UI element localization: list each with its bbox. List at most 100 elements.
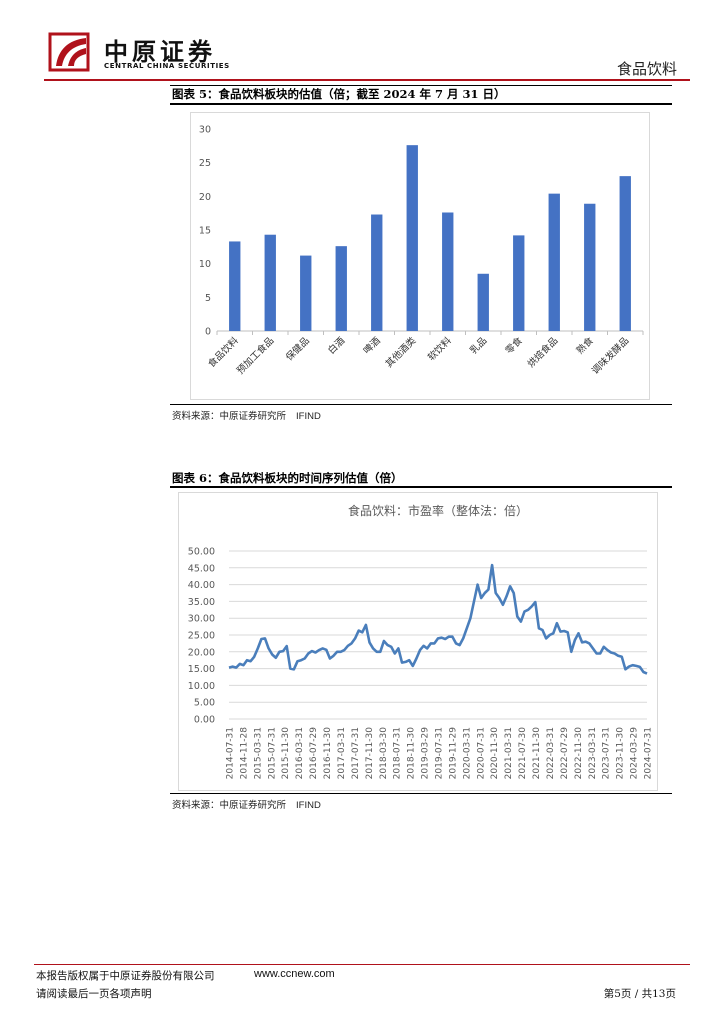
y-tick-label: 35.00	[188, 597, 215, 608]
y-tick-label: 25.00	[188, 631, 215, 642]
x-tick-label: 2024-07-31	[644, 727, 654, 779]
y-tick-label: 0	[205, 327, 211, 338]
x-tick-label: 2014-11-28	[239, 727, 249, 780]
x-tick-label: 2023-03-31	[588, 727, 598, 779]
x-tick-label: 2020-07-31	[476, 727, 486, 779]
bar	[442, 212, 454, 331]
bar	[584, 203, 596, 331]
x-category-label: 啤酒	[361, 334, 383, 356]
x-tick-label: 2015-07-31	[267, 727, 277, 779]
sector-label: 食品饮料	[616, 60, 677, 78]
x-tick-label: 2022-11-30	[574, 727, 584, 780]
figure5-top-rule	[170, 85, 672, 86]
bar	[406, 145, 418, 331]
bar	[229, 241, 241, 331]
figure6-chart-frame: 食品饮料：市盈率（整体法：倍） 0.00 5.00 10.00 15.00 20.00 25…	[178, 492, 658, 791]
bar	[264, 234, 276, 331]
x-tick-label: 2019-03-29	[421, 727, 431, 780]
bar	[513, 235, 525, 331]
y-tick-label: 50.00	[188, 547, 215, 558]
figure5-title-rule	[170, 103, 672, 105]
bar	[548, 193, 560, 331]
y-tick-label: 5	[205, 293, 211, 304]
figure5-source-cn: 资料来源：中原证券研究所	[172, 411, 287, 422]
y-tick-label: 10	[199, 259, 211, 270]
figure5-source-en: IFIND	[296, 411, 321, 422]
x-tick-label: 2019-07-31	[435, 727, 445, 779]
chart-title: 食品饮料：市盈率（整体法：倍）	[348, 503, 528, 518]
x-tick-label: 2018-11-30	[407, 727, 417, 780]
x-tick-label: 2014-07-31	[226, 727, 236, 779]
y-tick-label: 5.00	[194, 698, 215, 709]
y-tick-label: 15.00	[188, 664, 215, 675]
x-category-label: 食品饮料	[206, 334, 242, 370]
x-tick-label: 2023-11-30	[616, 727, 626, 780]
bar-chart: 0 5 10 15 20 25 30 食品饮料预加工食品 保健品 白酒 啤酒 其他酒类 软饮料 乳品 零食烘…	[199, 125, 644, 377]
x-tick-label: 2020-03-31	[462, 727, 472, 779]
x-category-label: 调味发酵品	[589, 335, 631, 377]
x-category-label: 预加工食品	[234, 335, 276, 377]
bar	[477, 273, 489, 331]
x-tick-label: 2016-07-29	[309, 727, 319, 780]
footer-disclaimer: 请阅读最后一页各项声明	[36, 988, 152, 1000]
figure5-source: 资料来源：中原证券研究所 IFIND	[172, 408, 321, 422]
x-tick-label: 2019-11-29	[448, 727, 458, 780]
y-tick-label: 20	[199, 192, 211, 203]
figure5-bottom-rule	[170, 404, 672, 405]
y-tick-label: 30.00	[188, 614, 215, 625]
x-tick-label: 2021-11-30	[532, 727, 542, 780]
header-rule	[44, 79, 690, 81]
y-tick-label: 15	[199, 226, 211, 237]
y-tick-label: 40.00	[188, 580, 215, 591]
bar	[300, 255, 312, 331]
company-logo-icon	[48, 32, 90, 72]
x-tick-label: 2015-03-31	[253, 727, 263, 779]
footer-copyright: 本报告版权属于中原证券股份有限公司	[36, 970, 215, 982]
x-tick-label: 2018-03-30	[379, 727, 389, 780]
figure6-source-en: IFIND	[296, 800, 321, 811]
bar	[371, 214, 383, 331]
x-category-label: 保健品	[283, 335, 312, 364]
x-tick-label: 2024-03-29	[630, 727, 640, 780]
y-tick-label: 30	[199, 125, 211, 136]
figure6-bottom-rule	[170, 793, 672, 794]
bar	[335, 246, 347, 331]
figure5-title: 图表 5：食品饮料板块的估值（倍；截至 2024 年 7 月 31 日）	[172, 87, 506, 101]
x-category-label: 白酒	[325, 334, 347, 356]
x-tick-label: 2017-07-31	[351, 727, 361, 779]
y-tick-label: 20.00	[188, 647, 215, 658]
x-tick-label: 2021-03-31	[504, 727, 514, 779]
x-tick-label: 2021-07-30	[518, 727, 528, 780]
x-tick-label: 2016-11-30	[323, 727, 333, 780]
footer-website-link[interactable]: www.ccnew.com	[254, 968, 335, 980]
x-category-label: 乳品	[467, 335, 489, 357]
x-tick-label: 2017-03-31	[337, 727, 347, 779]
footer-rule	[34, 964, 690, 965]
x-tick-label: 2022-07-29	[560, 727, 570, 780]
x-category-label: 软饮料	[425, 334, 454, 363]
line-chart: 食品饮料：市盈率（整体法：倍） 0.00 5.00 10.00 15.00 20.00 25…	[188, 503, 654, 780]
logo-chinese-text: 中原证券	[104, 37, 216, 66]
y-tick-label: 45.00	[188, 563, 215, 574]
x-category-label: 熟食	[574, 334, 596, 356]
x-category-label: 烘焙食品	[525, 335, 560, 370]
x-category-label: 其他酒类	[383, 334, 419, 370]
y-tick-label: 0.00	[194, 715, 215, 726]
bar	[619, 176, 631, 331]
footer-page-info: 第5页 / 共13页	[603, 988, 676, 1000]
x-tick-label: 2018-07-31	[393, 727, 403, 779]
x-tick-label: 2023-07-31	[602, 727, 612, 779]
figure6-title: 图表 6：食品饮料板块的时间序列估值（倍）	[172, 471, 403, 485]
y-tick-label: 10.00	[188, 681, 215, 692]
y-tick-label: 25	[199, 158, 211, 169]
x-tick-label: 2022-03-31	[546, 727, 556, 779]
x-tick-label: 2017-11-30	[365, 727, 375, 780]
x-tick-label: 2020-11-30	[490, 727, 500, 780]
figure6-source: 资料来源：中原证券研究所 IFIND	[172, 797, 321, 811]
x-tick-label: 2015-11-30	[281, 727, 291, 780]
figure5-chart-frame: 0 5 10 15 20 25 30 食品饮料 预加工食品 保健品 白酒 啤酒 其他酒类 软饮料 乳品 零食烘…	[190, 112, 650, 400]
figure6-source-cn: 资料来源：中原证券研究所	[172, 800, 287, 811]
x-category-label: 零食	[503, 334, 525, 356]
figure6-title-rule	[170, 486, 672, 488]
logo-english-text: CENTRAL CHINA SECURITIES	[104, 62, 230, 70]
